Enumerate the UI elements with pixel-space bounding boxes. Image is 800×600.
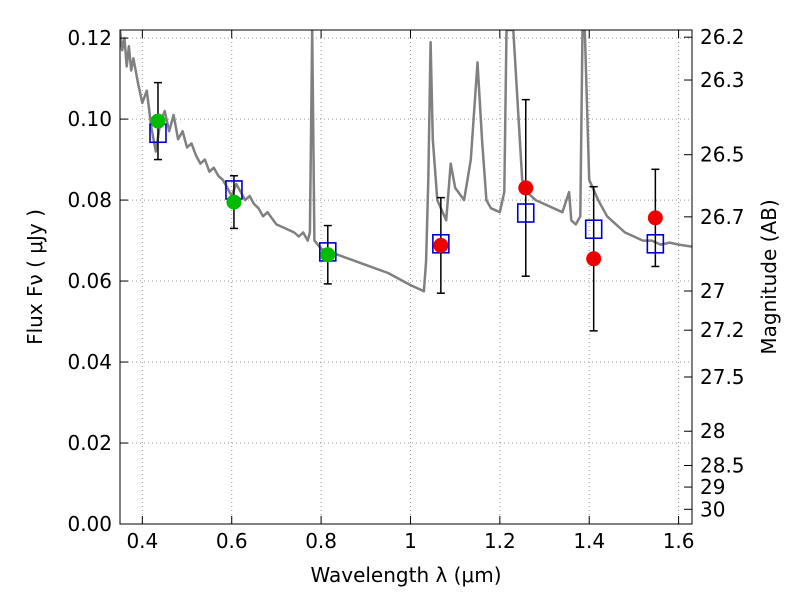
x-tick-label: 1.6: [663, 529, 695, 553]
mag-tick-label: 26.3: [700, 68, 745, 92]
x-tick-label: 0.8: [305, 529, 337, 553]
optical-data-point: [320, 247, 336, 263]
model-box-marker: [584, 219, 603, 240]
y-tick-label: 0.06: [67, 269, 112, 293]
mag-tick-label: 27: [700, 279, 725, 303]
model-box-marker: [516, 203, 535, 223]
y-tick-label: 0.10: [67, 107, 112, 131]
axis-layer: 0.4 0.6 0.8 1 1.2 1.4 1.6 0.00 0.02 0.04 0.06 0.08 0…: [67, 25, 744, 553]
y-tick-label: 0.02: [67, 431, 112, 455]
mag-tick-label: 26.2: [700, 25, 745, 49]
x-axis-title: Wavelength λ (μm): [310, 563, 501, 587]
plot-background: [120, 30, 692, 524]
plot-frame: [119, 29, 693, 525]
nir-data-point: [647, 210, 663, 226]
y-axis-title: Flux Fν ( μJy ): [23, 209, 47, 345]
nir-data-point: [586, 251, 602, 267]
y-tick-label: 0.00: [67, 512, 112, 536]
y-tick-label: 0.12: [67, 26, 112, 50]
marker-layer: [149, 81, 665, 332]
mag-tick-label: 26.5: [700, 143, 745, 167]
x-tick-label: 0.4: [126, 529, 158, 553]
nir-data-point: [518, 180, 534, 196]
mag-tick-label: 30: [700, 497, 725, 521]
optical-data-point: [150, 113, 166, 129]
y-tick-label: 0.08: [67, 188, 112, 212]
model-box-marker: [646, 233, 665, 254]
mag-tick-label: 29: [700, 475, 725, 499]
x-tick-label: 1.2: [484, 529, 516, 553]
mag-tick-label: 26.7: [700, 205, 745, 229]
mag-tick-label: 28: [700, 419, 725, 443]
mag-tick-label: 28.5: [700, 453, 745, 477]
optical-data-point: [226, 194, 242, 210]
x-tick-label: 0.6: [216, 529, 248, 553]
mag-tick-label: 27.2: [700, 318, 745, 342]
x-tick-label: 1: [404, 529, 417, 553]
nir-data-point: [433, 237, 449, 253]
y2-axis-title: Magnitude (AB): [757, 199, 781, 354]
x-tick-label: 1.4: [573, 529, 605, 553]
y-tick-label: 0.04: [67, 350, 112, 374]
mag-tick-label: 27.5: [700, 365, 745, 389]
